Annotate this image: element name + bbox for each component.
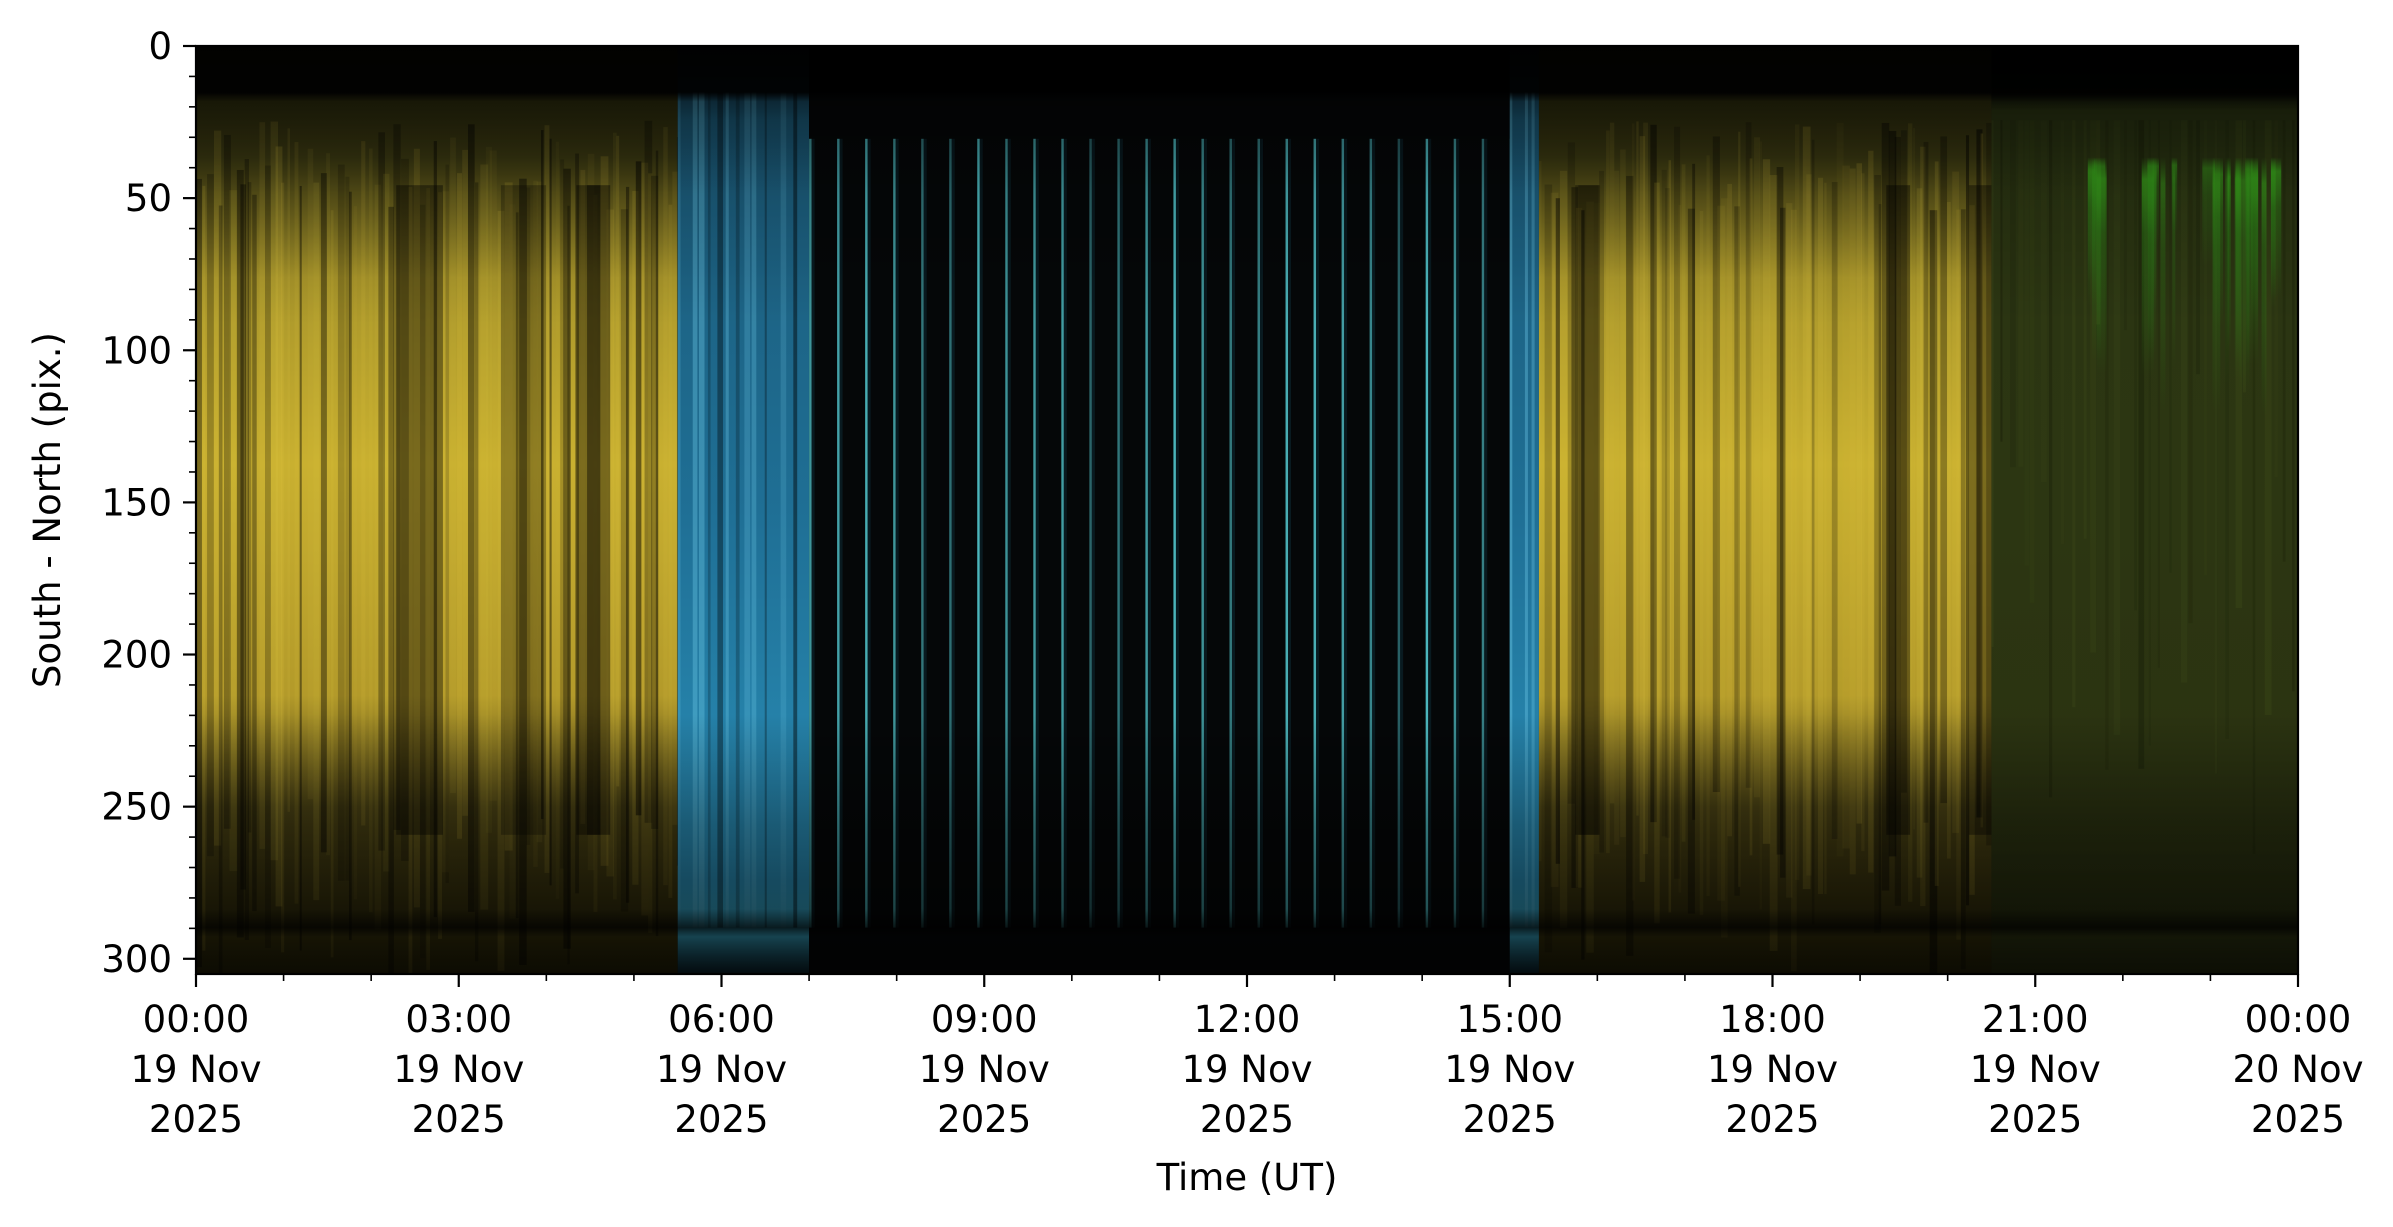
y-tick-label: 200 <box>101 634 172 677</box>
x-tick-label: 19 Nov <box>393 1048 524 1091</box>
x-tick-label: 2025 <box>1200 1098 1294 1141</box>
x-tick-label: 21:00 <box>1982 998 2089 1041</box>
y-tick-label: 50 <box>125 177 172 220</box>
x-tick-label: 2025 <box>937 1098 1031 1141</box>
x-tick-label: 15:00 <box>1456 998 1563 1041</box>
x-tick-label: 2025 <box>1988 1098 2082 1141</box>
y-tick-label: 250 <box>101 786 172 829</box>
x-tick-label: 09:00 <box>931 998 1038 1041</box>
y-axis-ticks: 0 50 100 150 200 250 300 <box>101 25 196 981</box>
x-tick-label: 2025 <box>1725 1098 1819 1141</box>
x-axis-title: Time (UT) <box>1156 1156 1338 1199</box>
x-tick-label: 19 Nov <box>1970 1048 2101 1091</box>
x-tick-label: 2025 <box>412 1098 506 1141</box>
x-tick-label: 19 Nov <box>656 1048 787 1091</box>
y-tick-label: 0 <box>148 25 172 68</box>
x-tick-label: 2025 <box>1463 1098 1557 1141</box>
x-tick-label: 19 Nov <box>919 1048 1050 1091</box>
x-tick-label: 00:00 <box>2245 998 2352 1041</box>
y-tick-label: 150 <box>101 481 172 524</box>
x-tick-label: 20 Nov <box>2232 1048 2363 1091</box>
heatmap-image <box>196 46 2298 974</box>
x-tick-label: 19 Nov <box>130 1048 261 1091</box>
y-axis-title: South - North (pix.) <box>26 332 69 688</box>
x-tick-label: 00:00 <box>143 998 250 1041</box>
x-tick-label: 2025 <box>674 1098 768 1141</box>
x-tick-label: 06:00 <box>668 998 775 1041</box>
x-tick-label: 18:00 <box>1719 998 1826 1041</box>
y-tick-label: 300 <box>101 938 172 981</box>
y-tick-label: 100 <box>101 329 172 372</box>
x-tick-label: 03:00 <box>405 998 512 1041</box>
x-tick-label: 2025 <box>2251 1098 2345 1141</box>
x-tick-label: 12:00 <box>1194 998 1301 1041</box>
x-tick-label: 2025 <box>149 1098 243 1141</box>
x-tick-label: 19 Nov <box>1444 1048 1575 1091</box>
x-axis-ticks: 00:00 19 Nov 2025 03:00 19 Nov 2025 06:00 19 No… <box>130 974 2364 1141</box>
horizon-shading <box>196 46 2298 974</box>
x-tick-label: 19 Nov <box>1181 1048 1312 1091</box>
x-tick-label: 19 Nov <box>1707 1048 1838 1091</box>
